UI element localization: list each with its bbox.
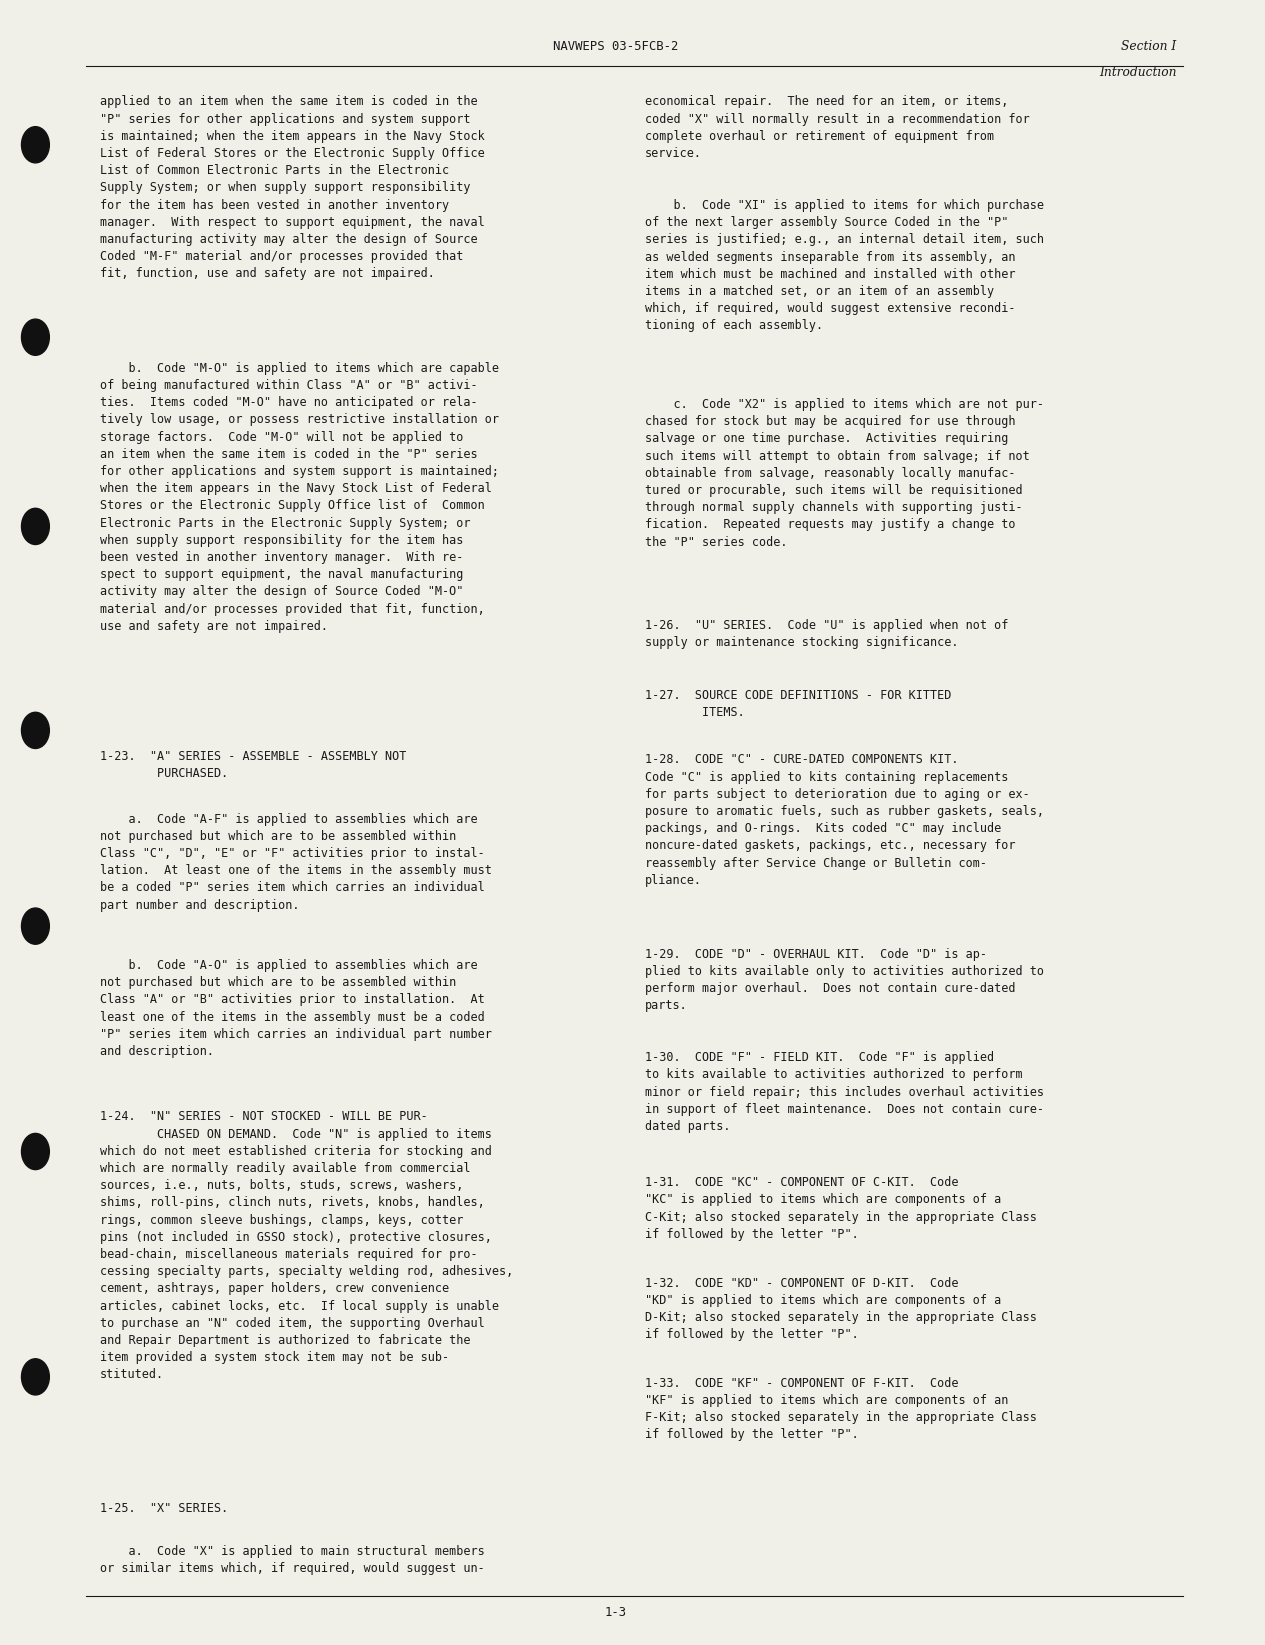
Circle shape xyxy=(22,508,49,544)
Text: 1-25.  "X" SERIES.: 1-25. "X" SERIES. xyxy=(100,1502,228,1515)
Circle shape xyxy=(22,712,49,748)
Text: 1-27.  SOURCE CODE DEFINITIONS - FOR KITTED
        ITEMS.: 1-27. SOURCE CODE DEFINITIONS - FOR KITT… xyxy=(645,689,951,719)
Text: 1-29.  CODE "D" - OVERHAUL KIT.  Code "D" is ap-
plied to kits available only to: 1-29. CODE "D" - OVERHAUL KIT. Code "D" … xyxy=(645,948,1044,1012)
Text: 1-24.  "N" SERIES - NOT STOCKED - WILL BE PUR-
        CHASED ON DEMAND.  Code ": 1-24. "N" SERIES - NOT STOCKED - WILL BE… xyxy=(100,1110,514,1382)
Text: 1-31.  CODE "KC" - COMPONENT OF C-KIT.  Code
"KC" is applied to items which are : 1-31. CODE "KC" - COMPONENT OF C-KIT. Co… xyxy=(645,1176,1037,1240)
Text: 1-33.  CODE "KF" - COMPONENT OF F-KIT.  Code
"KF" is applied to items which are : 1-33. CODE "KF" - COMPONENT OF F-KIT. Co… xyxy=(645,1377,1037,1441)
Circle shape xyxy=(22,127,49,163)
Text: 1-28.  CODE "C" - CURE-DATED COMPONENTS KIT.
Code "C" is applied to kits contain: 1-28. CODE "C" - CURE-DATED COMPONENTS K… xyxy=(645,753,1044,887)
Circle shape xyxy=(22,1133,49,1170)
Text: 1-32.  CODE "KD" - COMPONENT OF D-KIT.  Code
"KD" is applied to items which are : 1-32. CODE "KD" - COMPONENT OF D-KIT. Co… xyxy=(645,1277,1037,1341)
Text: Section I: Section I xyxy=(1121,39,1176,53)
Circle shape xyxy=(22,908,49,944)
Text: 1-30.  CODE "F" - FIELD KIT.  Code "F" is applied
to kits available to activitie: 1-30. CODE "F" - FIELD KIT. Code "F" is … xyxy=(645,1051,1044,1133)
Text: b.  Code "M-O" is applied to items which are capable
of being manufactured withi: b. Code "M-O" is applied to items which … xyxy=(100,362,498,633)
Text: applied to an item when the same item is coded in the
"P" series for other appli: applied to an item when the same item is… xyxy=(100,95,484,280)
Text: 1-23.  "A" SERIES - ASSEMBLE - ASSEMBLY NOT
        PURCHASED.: 1-23. "A" SERIES - ASSEMBLE - ASSEMBLY N… xyxy=(100,750,406,780)
Text: economical repair.  The need for an item, or items,
coded "X" will normally resu: economical repair. The need for an item,… xyxy=(645,95,1030,160)
Text: a.  Code "X" is applied to main structural members
or similar items which, if re: a. Code "X" is applied to main structura… xyxy=(100,1545,484,1574)
Circle shape xyxy=(22,1359,49,1395)
Circle shape xyxy=(22,319,49,355)
Text: c.  Code "X2" is applied to items which are not pur-
chased for stock but may be: c. Code "X2" is applied to items which a… xyxy=(645,398,1044,549)
Text: NAVWEPS 03-5FCB-2: NAVWEPS 03-5FCB-2 xyxy=(553,39,679,53)
Text: 1-3: 1-3 xyxy=(605,1606,627,1619)
Text: b.  Code "A-O" is applied to assemblies which are
not purchased but which are to: b. Code "A-O" is applied to assemblies w… xyxy=(100,959,492,1058)
Text: a.  Code "A-F" is applied to assemblies which are
not purchased but which are to: a. Code "A-F" is applied to assemblies w… xyxy=(100,813,492,911)
Text: b.  Code "XI" is applied to items for which purchase
of the next larger assembly: b. Code "XI" is applied to items for whi… xyxy=(645,199,1044,332)
Text: 1-26.  "U" SERIES.  Code "U" is applied when not of
supply or maintenance stocki: 1-26. "U" SERIES. Code "U" is applied wh… xyxy=(645,619,1008,648)
Text: Introduction: Introduction xyxy=(1099,66,1176,79)
